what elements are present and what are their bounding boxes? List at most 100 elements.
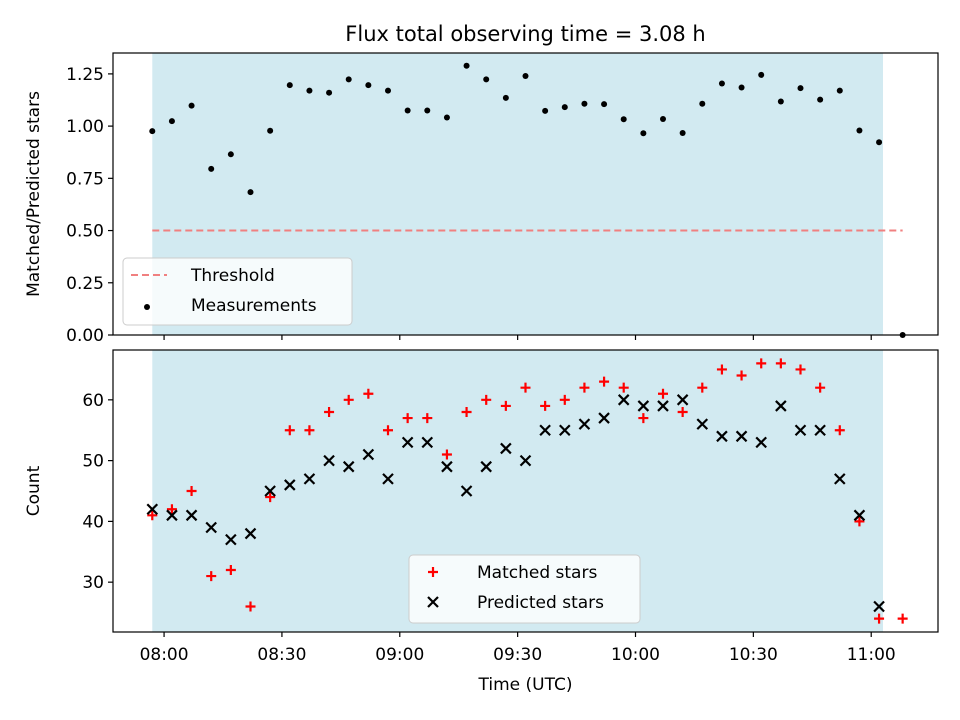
measurement-point: [797, 85, 804, 92]
y-tick-label: 30: [82, 573, 104, 593]
predicted-star-point: [873, 600, 885, 613]
measurement-point: [777, 98, 784, 105]
y-tick-label: 0.00: [66, 326, 104, 346]
matched-star-point: [677, 406, 688, 417]
legend-box: [122, 257, 353, 326]
series-measurements: [149, 62, 906, 338]
predicted-star-point: [460, 485, 473, 497]
y-axis-label: Count: [24, 465, 44, 516]
predicted-star-point: [205, 521, 217, 534]
measurement-point: [836, 87, 843, 94]
predicted-star-point: [716, 430, 728, 443]
measurement-point: [365, 82, 372, 89]
matched-star-point: [520, 382, 531, 393]
predicted-star-point: [401, 436, 414, 449]
predicted-star-point: [166, 509, 178, 522]
bottom-panel: 30 40 50 60 08:00 08:30 09:00 09:30 10:00 10:30 11…: [24, 349, 939, 695]
top-panel: 0.00 0.25 0.50 0.75 1.00 1.25 Flux total obser…: [24, 22, 939, 346]
matched-star-point: [343, 394, 354, 405]
measurement-point: [149, 128, 156, 135]
matched-star-point: [500, 400, 511, 411]
x-tick-label: 11:00: [847, 645, 896, 665]
predicted-star-point: [598, 412, 610, 424]
series-predicted-stars: [146, 394, 885, 613]
predicted-star-point: [303, 473, 316, 485]
matched-star-point: [324, 406, 335, 417]
axes-frame: [112, 52, 939, 336]
measurement-point: [758, 71, 765, 78]
matched-star-point: [363, 388, 374, 399]
x-tick-label: 08:00: [140, 645, 189, 665]
matched-star-point: [874, 613, 885, 624]
predicted-star-point: [539, 424, 551, 437]
predicted-star-point: [500, 442, 512, 455]
measurement-point: [208, 165, 215, 172]
matched-star-point: [599, 376, 610, 387]
x-tick-label: 10:00: [611, 645, 660, 665]
y-tick-label: 1.00: [66, 117, 104, 137]
legend-matched-swatch: [428, 567, 438, 577]
measurement-point: [443, 114, 450, 121]
predicted-star-point: [362, 448, 375, 461]
predicted-star-point: [519, 454, 532, 467]
predicted-star-point: [441, 460, 453, 473]
legend-label: Matched stars: [477, 563, 597, 583]
y-tick-label: 40: [82, 512, 104, 532]
y-axis-label: Matched/Predicted stars: [24, 91, 44, 297]
matched-star-point: [736, 370, 747, 381]
predicted-star-point: [244, 527, 257, 540]
legend-measurement-swatch: [144, 304, 150, 310]
matched-star-point: [658, 388, 668, 399]
matched-star-point: [716, 364, 727, 375]
measurement-point: [601, 101, 608, 108]
matched-star-point: [265, 492, 276, 503]
matched-star-point: [422, 413, 433, 424]
matched-star-point: [304, 425, 315, 436]
x-tick-label: 10:30: [729, 645, 778, 665]
predicted-star-point: [617, 394, 630, 406]
measurement-point: [718, 80, 725, 87]
series-matched-stars: [147, 358, 908, 624]
predicted-star-point: [264, 485, 276, 497]
matched-star-point: [559, 394, 570, 405]
y-tick-label: 0.75: [66, 169, 104, 189]
measurement-point: [817, 96, 824, 103]
measurement-point: [247, 189, 254, 196]
matched-star-point: [815, 382, 826, 393]
legend-label: Measurements: [191, 296, 317, 316]
matched-star-point: [481, 394, 492, 405]
legend: Matched stars Predicted stars: [408, 554, 641, 624]
measurement-point: [502, 94, 509, 101]
legend-predicted-swatch: [427, 596, 439, 608]
matched-star-point: [206, 571, 217, 582]
predicted-star-point: [657, 400, 669, 412]
measurement-point: [306, 87, 313, 94]
matched-star-point: [284, 425, 295, 436]
measurement-point: [679, 130, 686, 137]
measurement-point: [385, 87, 391, 94]
x-tick-label: 09:00: [375, 645, 424, 665]
predicted-star-point: [814, 424, 826, 437]
matched-star-point: [402, 413, 413, 424]
y-tick-label: 50: [82, 452, 104, 472]
measurement-point: [581, 100, 588, 107]
predicted-star-point: [323, 454, 335, 467]
predicted-star-point: [284, 479, 296, 491]
matched-star-point: [697, 382, 708, 393]
matched-star-point: [897, 613, 908, 624]
matched-star-point: [756, 358, 767, 369]
y-tick-label: 0.50: [66, 222, 104, 242]
measurement-point: [738, 84, 745, 91]
legend-label: Threshold: [190, 266, 275, 286]
x-axis-label: Time (UTC): [478, 675, 573, 695]
measurement-point: [286, 82, 293, 89]
matched-star-point: [775, 358, 786, 369]
measurement-point: [876, 139, 883, 146]
predicted-star-point: [382, 473, 394, 485]
measurement-point: [345, 76, 352, 83]
y-tick-label: 60: [82, 391, 104, 411]
matched-star-point: [186, 486, 197, 496]
matched-star-point: [579, 382, 590, 393]
predicted-star-point: [578, 418, 591, 430]
predicted-star-point: [735, 430, 748, 443]
